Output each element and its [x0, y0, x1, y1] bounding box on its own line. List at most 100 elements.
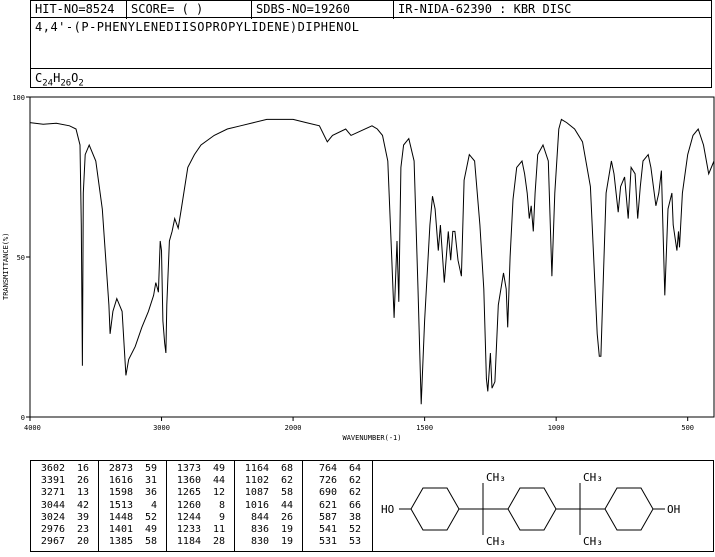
peak-transmittance: 8	[218, 499, 225, 511]
peak-wavenumber: 1513	[108, 499, 133, 511]
peak-transmittance: 68	[280, 463, 293, 474]
peak-column: 2873 59 1616 31 1598 36 1513 4 1448 52 1401 49 1385 5…	[103, 463, 157, 548]
formula-subscript: 2	[78, 78, 84, 89]
peak-row: 3602 16	[35, 463, 89, 475]
peak-row: 541 52	[307, 524, 361, 536]
peak-transmittance: 58	[144, 536, 157, 548]
x-tick-label: 500	[681, 424, 694, 432]
ir-nida-number: IR-NIDA-62390 : KBR DISC	[398, 2, 572, 16]
peak-transmittance: 19	[280, 536, 293, 548]
peak-wavenumber: 726	[318, 475, 337, 487]
peak-wavenumber: 836	[250, 523, 269, 535]
peak-row: 3024 39	[35, 512, 89, 524]
peak-row: 531 53	[307, 536, 361, 548]
peak-wavenumber: 1598	[108, 487, 133, 499]
divider	[251, 1, 252, 19]
peak-wavenumber: 844	[250, 511, 269, 523]
divider	[393, 1, 394, 19]
peak-wavenumber: 621	[318, 499, 337, 511]
peak-transmittance: 64	[348, 463, 361, 474]
peak-row: 1164 68	[239, 463, 293, 475]
peak-wavenumber: 1164	[244, 463, 269, 474]
peak-row: 1373 49	[171, 463, 225, 475]
peak-wavenumber: 541	[318, 523, 337, 535]
peak-transmittance: 52	[348, 523, 361, 535]
methyl-top-1: CH₃	[486, 471, 506, 484]
benzene-ring-left	[410, 487, 460, 531]
peak-transmittance: 26	[76, 475, 89, 487]
column-divider	[302, 461, 303, 551]
peak-transmittance: 58	[280, 487, 293, 499]
peak-transmittance: 23	[76, 523, 89, 535]
peak-row: 726 62	[307, 475, 361, 487]
peak-row: 1401 49	[103, 524, 157, 536]
peak-row: 830 19	[239, 536, 293, 548]
peak-transmittance: 12	[212, 487, 225, 499]
peak-row: 764 64	[307, 463, 361, 475]
peak-transmittance: 59	[144, 463, 157, 474]
y-tick-label: 0	[21, 414, 25, 422]
peak-wavenumber: 3602	[40, 463, 65, 474]
peak-transmittance: 36	[144, 487, 157, 499]
peak-row: 3391 26	[35, 475, 89, 487]
formula-box: C24H26O2	[30, 68, 712, 88]
peak-row: 1598 36	[103, 487, 157, 499]
hydroxyl-right: OH	[667, 503, 680, 516]
peak-row: 1360 44	[171, 475, 225, 487]
x-tick-label: 3000	[153, 424, 170, 432]
column-divider	[166, 461, 167, 551]
divider	[126, 1, 127, 19]
ir-spectrum-chart: 0 50 100 4000 3000 2000 1500 1000 500 TRANSMITT…	[2, 94, 715, 442]
peak-column: 3602 16 3391 26 3271 13 3044 42 3024 39 2976 23 2967…	[35, 463, 89, 548]
peak-transmittance: 28	[212, 536, 225, 548]
peak-row: 1233 11	[171, 524, 225, 536]
peak-transmittance: 4	[150, 499, 157, 511]
y-tick-label: 100	[12, 94, 25, 102]
peak-wavenumber: 2873	[108, 463, 133, 474]
y-axis-label: TRANSMITTANCE(%)	[2, 233, 10, 300]
peak-transmittance: 9	[218, 511, 225, 523]
peak-row: 3044 42	[35, 500, 89, 512]
peak-wavenumber: 2967	[40, 536, 65, 548]
peak-column: 764 64 726 62 690 62 621 66 587 38 541 52 531 53	[307, 463, 361, 548]
peak-transmittance: 49	[212, 463, 225, 474]
structure-box: HO OH CH₃ CH₃ CH₃ CH₃	[372, 460, 714, 552]
peak-row: 1385 58	[103, 536, 157, 548]
peak-wavenumber: 1385	[108, 536, 133, 548]
peak-wavenumber: 1102	[244, 475, 269, 487]
x-tick-label: 1000	[548, 424, 565, 432]
peak-transmittance: 13	[76, 487, 89, 499]
peak-wavenumber: 830	[250, 536, 269, 548]
peak-wavenumber: 690	[318, 487, 337, 499]
hit-number: HIT-NO=8524	[35, 2, 115, 16]
peak-wavenumber: 2976	[40, 523, 65, 535]
methyl-bottom-1: CH₃	[486, 535, 506, 548]
x-tick-label: 2000	[285, 424, 302, 432]
molecular-formula: C24H26O2	[35, 71, 84, 88]
peak-transmittance: 31	[144, 475, 157, 487]
peak-row: 1087 58	[239, 487, 293, 499]
peak-wavenumber: 1265	[176, 487, 201, 499]
peak-transmittance: 16	[76, 463, 89, 474]
peak-column: 1373 49 1360 44 1265 12 1260 8 1244 9 1233 11 1184 28	[171, 463, 225, 548]
peak-transmittance: 62	[348, 475, 361, 487]
compound-name: 4,4'-(P-PHENYLENEDIISOPROPYLIDENE)DIPHEN…	[35, 20, 360, 34]
peak-wavenumber: 1184	[176, 536, 201, 548]
methyl-bottom-2: CH₃	[583, 535, 603, 548]
plot-frame	[29, 96, 715, 418]
peak-wavenumber: 1448	[108, 511, 133, 523]
y-tick-label: 50	[17, 254, 25, 262]
x-axis-label: WAVENUMBER(-1)	[342, 434, 401, 442]
peak-table: 3602 16 3391 26 3271 13 3044 42 3024 39 2976 23 2967…	[30, 460, 373, 552]
peak-row: 2976 23	[35, 524, 89, 536]
peak-wavenumber: 1260	[176, 499, 201, 511]
peak-row: 2873 59	[103, 463, 157, 475]
peak-wavenumber: 1244	[176, 511, 201, 523]
formula-element: O	[71, 71, 79, 85]
peak-transmittance: 39	[76, 511, 89, 523]
x-axis: 4000 3000 2000 1500 1000 500	[24, 417, 694, 432]
peak-wavenumber: 587	[318, 511, 337, 523]
peak-row: 2967 20	[35, 536, 89, 548]
score: SCORE= ( )	[131, 2, 204, 16]
peak-row: 621 66	[307, 500, 361, 512]
